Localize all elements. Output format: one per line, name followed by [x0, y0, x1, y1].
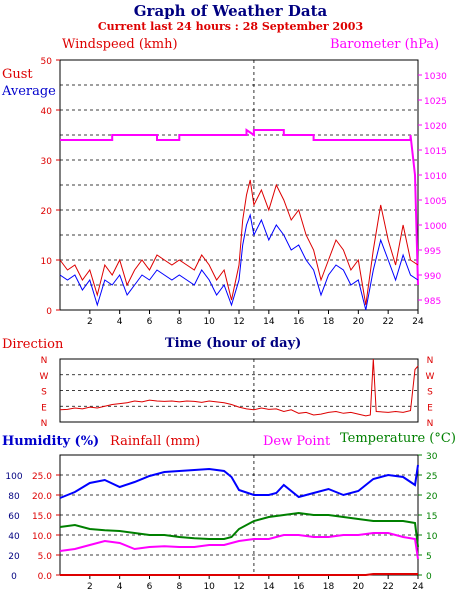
- temperature-tick-label: 20: [426, 492, 438, 502]
- direction-tick-label-left: E: [41, 403, 47, 413]
- hour-tick-label: 24: [412, 582, 424, 592]
- barometer-axis-label: Barometer (hPa): [330, 37, 440, 52]
- barometer-line: [60, 128, 419, 286]
- chart-subtitle: Current last 24 hours : 28 September 200…: [97, 20, 364, 33]
- windspeed-tick-label: 40: [41, 107, 53, 117]
- direction-tick-label-left: W: [40, 372, 49, 382]
- windspeed-tick-label: 0: [46, 307, 52, 317]
- barometer-tick-label: 995: [424, 247, 441, 257]
- hour-tick-label: 2: [87, 582, 93, 592]
- hour-tick-label: 16: [293, 317, 305, 327]
- temperature-tick-label: 30: [426, 452, 438, 462]
- dewpoint-line: [59, 532, 419, 560]
- barometer-tick-label: 990: [424, 272, 441, 282]
- humidity-tick-label: 60: [8, 512, 20, 522]
- direction-tick-label-left: N: [41, 356, 48, 366]
- hour-tick-label: 24: [412, 317, 424, 327]
- barometer-tick-label: 1015: [424, 147, 447, 157]
- direction-axis-label: Direction: [2, 337, 64, 352]
- humidity-tick-label: 100: [5, 472, 22, 482]
- direction-tick-label-left: S: [41, 388, 47, 398]
- rainfall-tick-label: 15.0: [32, 512, 52, 522]
- humidity-line: [59, 464, 419, 499]
- hour-tick-label: 22: [382, 582, 393, 592]
- hour-tick-label: 6: [147, 317, 153, 327]
- dewpoint-axis-label: Dew Point: [263, 434, 331, 449]
- hour-tick-label: 4: [117, 317, 123, 327]
- hour-tick-label: 20: [353, 582, 365, 592]
- legend-average: Average: [2, 84, 56, 99]
- humidity-axis-label: Humidity (%): [2, 434, 100, 449]
- barometer-tick-label: 985: [424, 297, 441, 307]
- temperature-tick-label: 5: [426, 552, 432, 562]
- barometer-tick-label: 1010: [424, 172, 447, 182]
- hour-tick-label: 8: [176, 582, 182, 592]
- direction-tick-label-right: N: [427, 419, 434, 429]
- humidity-tick-label: 40: [8, 532, 20, 542]
- direction-tick-label-right: W: [426, 372, 435, 382]
- windspeed-axis-label: Windspeed (kmh): [62, 37, 178, 52]
- hour-tick-label: 18: [323, 317, 335, 327]
- temperature-tick-label: 10: [426, 532, 438, 542]
- average-line: [59, 213, 419, 311]
- hour-tick-label: 8: [176, 317, 182, 327]
- temperature-tick-label: 25: [426, 472, 437, 482]
- rainfall-line: [60, 573, 418, 576]
- windspeed-tick-label: 10: [41, 257, 53, 267]
- rainfall-tick-label: 20.0: [32, 492, 52, 502]
- rainfall-tick-label: 5.0: [38, 552, 53, 562]
- hour-tick-label: 12: [233, 317, 244, 327]
- panel-frame: [59, 358, 419, 423]
- direction-tick-label-right: E: [427, 403, 433, 413]
- hour-tick-label: 18: [323, 582, 335, 592]
- hour-tick-label: 10: [203, 317, 215, 327]
- windspeed-tick-label: 30: [41, 157, 53, 167]
- temperature-line: [59, 511, 419, 548]
- humidity-tick-label: 20: [8, 552, 20, 562]
- direction-tick-label-right: N: [427, 356, 434, 366]
- hour-tick-label: 6: [147, 582, 153, 592]
- hour-tick-label: 10: [203, 582, 215, 592]
- rainfall-tick-label: 0.0: [38, 572, 53, 582]
- time-axis-label: Time (hour of day): [165, 336, 302, 351]
- gust-line: [59, 179, 419, 306]
- barometer-tick-label: 1020: [424, 122, 447, 132]
- windspeed-tick-label: 20: [41, 207, 53, 217]
- hour-tick-label: 14: [263, 582, 275, 592]
- hour-tick-label: 14: [263, 317, 275, 327]
- direction-line: [59, 358, 419, 417]
- barometer-tick-label: 1005: [424, 197, 447, 207]
- humidity-tick-label: 80: [8, 492, 20, 502]
- rainfall-tick-label: 25.0: [32, 472, 52, 482]
- hour-tick-label: 22: [382, 317, 393, 327]
- windspeed-tick-label: 50: [41, 57, 53, 67]
- temperature-tick-label: 0: [426, 572, 432, 582]
- rainfall-tick-label: 10.0: [32, 532, 52, 542]
- barometer-tick-label: 1000: [424, 222, 447, 232]
- direction-tick-label-left: N: [41, 419, 48, 429]
- hour-tick-label: 2: [87, 317, 93, 327]
- chart-title: Graph of Weather Data: [133, 2, 328, 20]
- hour-tick-label: 4: [117, 582, 123, 592]
- hour-tick-label: 16: [293, 582, 305, 592]
- barometer-tick-label: 1030: [424, 72, 447, 82]
- legend-gust: Gust: [2, 67, 33, 82]
- temperature-axis-label: Temperature (°C): [340, 431, 456, 446]
- temperature-tick-label: 15: [426, 512, 437, 522]
- direction-tick-label-right: S: [427, 388, 433, 398]
- hour-tick-label: 20: [353, 317, 365, 327]
- barometer-tick-label: 1025: [424, 97, 447, 107]
- humidity-tick-label: 0: [11, 572, 17, 582]
- rainfall-axis-label: Rainfall (mm): [110, 434, 201, 449]
- hour-tick-label: 12: [233, 582, 244, 592]
- panel-frame: [59, 454, 419, 576]
